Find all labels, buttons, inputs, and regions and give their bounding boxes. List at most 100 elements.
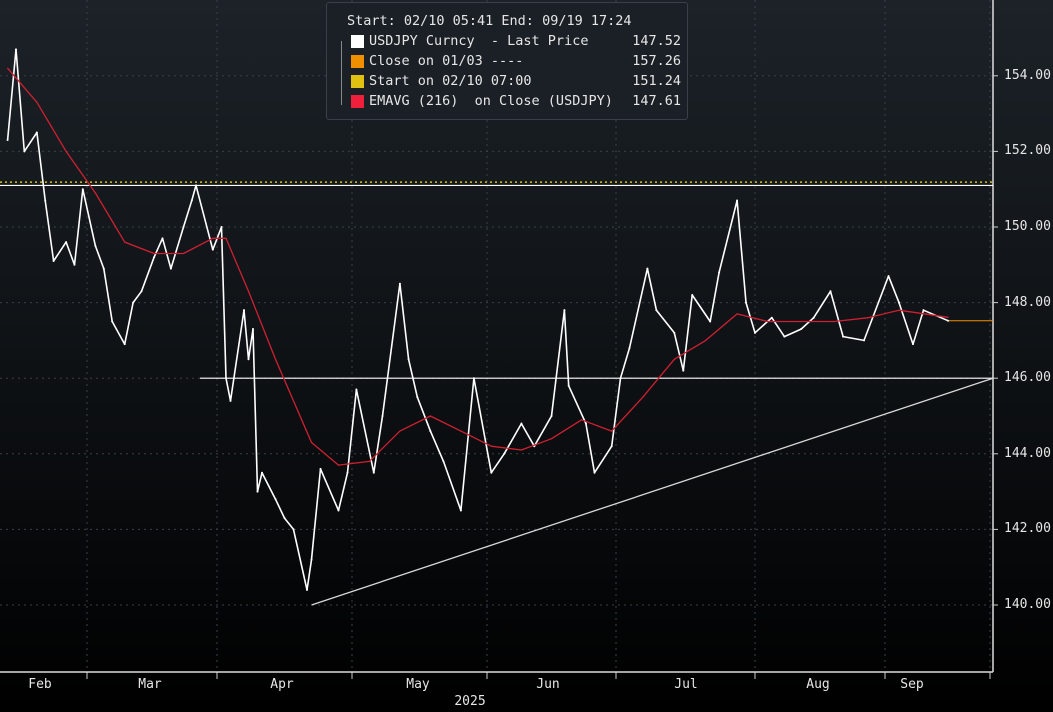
legend-label: Close on 01/03 ---- bbox=[369, 53, 524, 69]
price-point bbox=[520, 422, 523, 425]
ema-point bbox=[7, 67, 9, 69]
ema-point bbox=[898, 309, 900, 311]
price-point bbox=[563, 309, 566, 312]
price-point bbox=[619, 377, 622, 380]
price-point bbox=[252, 328, 254, 331]
price-point bbox=[398, 282, 401, 285]
chart-legend[interactable]: Start: 02/10 05:41 End: 09/19 17:24 USDJ… bbox=[326, 2, 688, 120]
legend-swatch-orange bbox=[351, 55, 364, 68]
x-tick-label: May bbox=[406, 677, 430, 692]
price-point bbox=[310, 558, 313, 561]
price-point bbox=[673, 331, 676, 334]
price-point bbox=[337, 509, 340, 512]
ema-point bbox=[460, 430, 462, 432]
price-point bbox=[898, 301, 900, 304]
price-point bbox=[220, 226, 223, 228]
ema-point bbox=[225, 237, 227, 239]
price-point bbox=[922, 309, 925, 312]
price-point bbox=[161, 237, 164, 240]
y-tick-label: 144.00 bbox=[1004, 445, 1051, 461]
price-point bbox=[73, 263, 76, 266]
price-point bbox=[381, 415, 384, 417]
ema-point bbox=[800, 320, 802, 323]
x-tick-label: Apr bbox=[270, 677, 294, 692]
x-tick-label: Jun bbox=[536, 677, 560, 692]
ema-point bbox=[368, 460, 371, 462]
legend-swatch-yellow bbox=[351, 75, 364, 88]
price-series-line bbox=[6, 48, 949, 591]
price-point bbox=[736, 199, 739, 202]
price-point bbox=[123, 343, 126, 346]
price-point bbox=[429, 430, 432, 433]
y-tick-label: 140.00 bbox=[1004, 597, 1051, 612]
y-tick-label: 154.00 bbox=[1004, 67, 1051, 83]
ema-point bbox=[337, 464, 340, 466]
ema-point bbox=[310, 441, 313, 444]
x-tick-label: Feb bbox=[28, 677, 52, 692]
ema-point bbox=[834, 320, 836, 323]
price-point bbox=[584, 422, 587, 425]
price-point bbox=[646, 267, 649, 270]
legend-item-close[interactable]: Close on 01/03 ---- 157.26 bbox=[351, 53, 681, 71]
price-point bbox=[372, 471, 375, 474]
price-point bbox=[550, 415, 553, 417]
price-point bbox=[442, 460, 445, 463]
price-point bbox=[863, 339, 866, 342]
ema-point bbox=[212, 237, 214, 239]
ema-point bbox=[673, 358, 675, 360]
price-point bbox=[472, 377, 475, 380]
price-point bbox=[52, 260, 55, 263]
price-point bbox=[745, 301, 748, 304]
price-point bbox=[261, 471, 263, 474]
trendline bbox=[311, 377, 994, 606]
price-point bbox=[682, 369, 685, 372]
price-point bbox=[503, 452, 506, 455]
price-point bbox=[169, 267, 172, 270]
price-point bbox=[195, 184, 198, 187]
price-point bbox=[593, 471, 596, 474]
price-point bbox=[783, 335, 786, 338]
price-point bbox=[416, 396, 419, 399]
ema-series-line bbox=[7, 67, 949, 466]
price-point bbox=[243, 309, 245, 312]
ema-point bbox=[947, 316, 949, 318]
price-point bbox=[947, 319, 949, 322]
ema-point bbox=[182, 252, 185, 255]
ema-point bbox=[94, 192, 96, 194]
price-point bbox=[306, 588, 308, 591]
price-point bbox=[81, 188, 84, 191]
price-point bbox=[256, 490, 259, 493]
price-point bbox=[800, 328, 803, 331]
y-tick-label: 142.00 bbox=[1004, 521, 1051, 537]
price-point bbox=[770, 316, 773, 319]
price-point bbox=[887, 275, 890, 278]
ema-point bbox=[520, 449, 523, 451]
price-point bbox=[567, 384, 570, 387]
y-tick-label: 146.00 bbox=[1004, 370, 1051, 386]
ema-point bbox=[247, 290, 250, 292]
price-point bbox=[842, 335, 845, 338]
legend-item-start[interactable]: Start on 02/10 07:00 151.24 bbox=[351, 73, 681, 91]
price-point bbox=[355, 388, 358, 391]
legend-tree-line bbox=[341, 41, 343, 105]
legend-swatch-white bbox=[351, 35, 364, 48]
price-point bbox=[225, 377, 227, 380]
legend-value: 151.24 bbox=[632, 73, 681, 89]
x-tick-label: Jul bbox=[674, 677, 698, 692]
ema-point bbox=[867, 317, 869, 319]
price-point bbox=[247, 358, 250, 361]
price-point bbox=[132, 301, 135, 304]
ema-point bbox=[581, 419, 583, 421]
ema-point bbox=[642, 396, 644, 398]
legend-item-ema[interactable]: EMAVG (216) on Close (USDJPY) 147.61 bbox=[351, 93, 681, 111]
price-point bbox=[153, 256, 156, 259]
legend-item-last-price[interactable]: USDJPY Curncy - Last Price 147.52 bbox=[351, 33, 681, 51]
price-point bbox=[102, 267, 105, 270]
price-point bbox=[346, 471, 349, 474]
price-point bbox=[691, 294, 694, 297]
price-point bbox=[6, 139, 9, 142]
ema-point bbox=[611, 430, 613, 432]
x-axis-year-label: 2025 bbox=[454, 694, 486, 709]
price-point bbox=[292, 528, 295, 531]
